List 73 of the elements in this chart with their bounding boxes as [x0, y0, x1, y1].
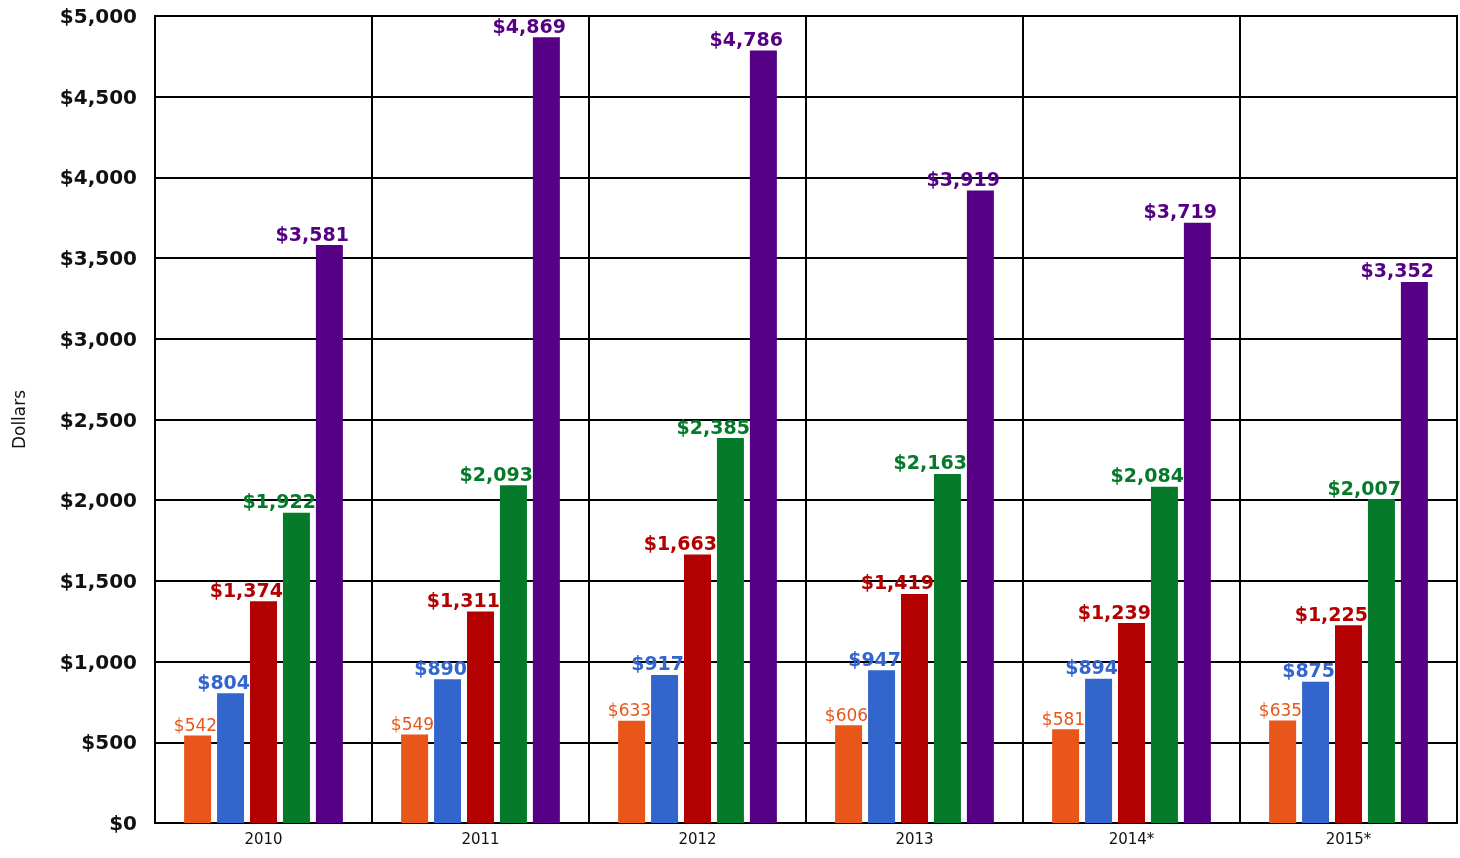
y-tick-label: $1,500 — [59, 568, 137, 593]
bar — [835, 725, 863, 823]
data-label: $3,352 — [1360, 259, 1434, 282]
y-tick-label: $3,500 — [59, 246, 137, 271]
x-tick-label: 2015* — [1325, 829, 1372, 848]
data-label: $2,385 — [676, 415, 750, 438]
data-label: $549 — [390, 713, 435, 734]
bar — [184, 735, 212, 823]
data-label: $894 — [1065, 656, 1119, 679]
x-tick-label: 2013 — [895, 829, 934, 848]
y-tick-label: $500 — [81, 730, 137, 755]
y-tick-label: $2,500 — [59, 407, 137, 432]
bar — [499, 485, 527, 823]
data-label: $4,869 — [492, 14, 566, 37]
bar — [651, 675, 679, 823]
bar — [250, 601, 277, 823]
data-label: $2,084 — [1110, 464, 1184, 487]
bar — [217, 693, 245, 823]
bar — [1269, 720, 1297, 823]
y-axis-title: Dollars — [8, 389, 29, 450]
data-label: $635 — [1258, 700, 1303, 721]
data-label: $542 — [173, 715, 218, 736]
data-label: $1,311 — [426, 588, 500, 611]
x-tick-label: 2010 — [244, 829, 283, 848]
bar — [401, 734, 429, 823]
data-label: $1,239 — [1077, 600, 1151, 623]
bar — [1367, 499, 1395, 823]
bar — [1302, 681, 1330, 823]
y-tick-label: $4,500 — [59, 84, 137, 109]
y-tick-label: $3,000 — [59, 326, 137, 351]
y-tick-label: $1,000 — [59, 649, 137, 674]
bar — [315, 245, 343, 823]
bar — [901, 593, 928, 823]
bar — [282, 512, 310, 823]
bar — [933, 473, 961, 823]
x-tick-label: 2012 — [678, 829, 717, 848]
bar — [684, 554, 711, 823]
data-label: $875 — [1282, 659, 1336, 682]
bar — [1400, 281, 1428, 823]
x-tick-label: 2014* — [1108, 829, 1155, 848]
data-label: $1,225 — [1294, 602, 1368, 625]
bar — [749, 50, 777, 823]
data-label: $633 — [607, 700, 652, 721]
bar — [1085, 678, 1113, 823]
bar — [467, 611, 494, 823]
bar — [868, 670, 896, 823]
bar — [716, 438, 744, 823]
x-tick-label: 2011 — [461, 829, 500, 848]
bar — [618, 720, 646, 823]
bar — [1118, 623, 1145, 823]
bar — [434, 679, 462, 823]
data-label: $804 — [197, 670, 251, 693]
data-label: $3,719 — [1143, 200, 1217, 223]
bar — [1150, 486, 1178, 823]
bar — [532, 37, 560, 823]
data-label: $890 — [414, 656, 468, 679]
y-tick-label: $0 — [109, 811, 137, 835]
data-label: $1,663 — [643, 532, 717, 555]
data-label: $2,093 — [459, 462, 533, 485]
bar — [1335, 625, 1362, 823]
y-tick-label: $5,000 — [59, 4, 137, 28]
data-label: $606 — [824, 704, 869, 725]
data-label: $3,581 — [275, 222, 349, 245]
data-label: $581 — [1041, 708, 1086, 729]
bar — [1183, 222, 1211, 823]
bar — [966, 190, 994, 823]
data-label: $2,007 — [1327, 476, 1401, 499]
data-label: $2,163 — [893, 451, 967, 474]
data-label: $1,374 — [209, 578, 283, 601]
y-tick-label: $2,000 — [59, 488, 137, 513]
bar — [1052, 729, 1080, 823]
data-label: $4,786 — [709, 28, 783, 51]
y-tick-label: $4,000 — [59, 165, 137, 190]
